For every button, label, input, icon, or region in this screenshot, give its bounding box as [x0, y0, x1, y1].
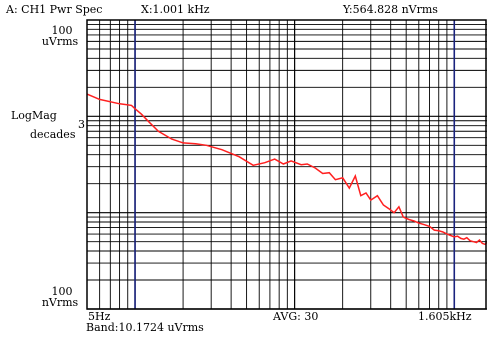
averaging-label: AVG: 30	[273, 310, 319, 323]
start-frequency-label: 5Hz	[88, 310, 111, 323]
vertical-grid	[99, 20, 455, 309]
y-readout: Y:564.828 nVrms	[343, 3, 438, 16]
stop-frequency-label: 1.605kHz	[418, 310, 472, 323]
top-unit-label: uVrms	[41, 35, 79, 48]
mid-tick-label: 3	[78, 118, 85, 131]
bottom-value-label: 100	[51, 285, 73, 298]
x-readout: X:1.001 kHz	[141, 3, 210, 16]
band-label: Band:10.1724 uVrms	[86, 321, 204, 334]
bottom-unit-label: nVrms	[41, 296, 79, 309]
scale-unit-label: decades	[30, 128, 76, 141]
plot-frame	[86, 19, 487, 310]
channel-label: A: CH1 Pwr Spec	[6, 3, 103, 16]
scale-label: LogMag	[11, 109, 57, 122]
spectrum-trace	[86, 93, 487, 246]
top-value-label: 100	[51, 24, 73, 37]
frequency-markers	[134, 20, 456, 309]
